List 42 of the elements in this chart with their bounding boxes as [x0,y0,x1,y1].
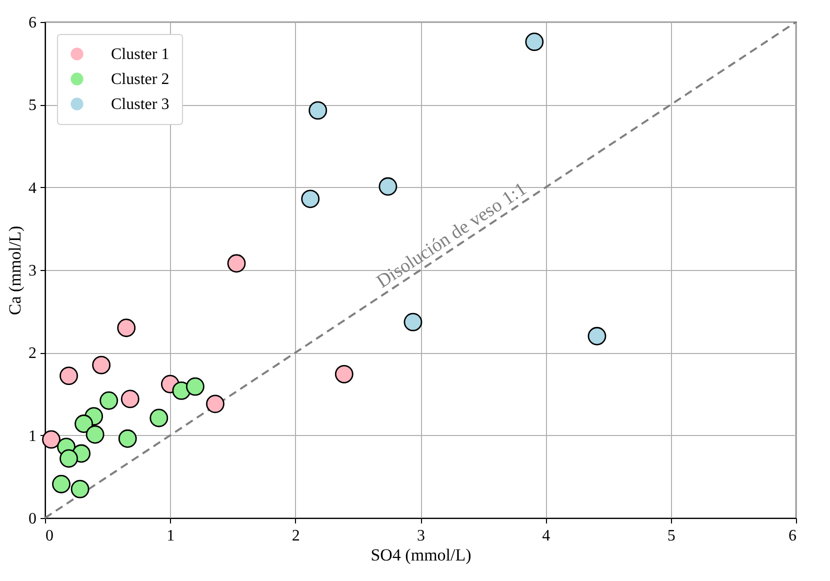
x-tick-label: 6 [788,528,796,544]
y-axis-title: Ca (mmol/L) [6,226,24,316]
x-tick-label: 5 [667,528,676,544]
point [404,312,422,332]
point [60,366,78,386]
point [334,364,354,384]
x-tick-label: 4 [542,528,550,544]
point [525,32,544,52]
legend-label: Cluster 2 [111,71,170,88]
y-tick-label: 0 [28,510,36,528]
y-tick-label: 2 [28,345,36,362]
y-tick-label: 1 [28,428,36,445]
point [100,391,118,410]
legend-label: Cluster 3 [111,96,170,113]
point [118,429,137,448]
point [150,408,168,428]
point [301,190,320,208]
x-tick-label: 0 [46,528,54,544]
point [120,390,140,408]
y-tick-label: 4 [28,180,36,197]
x-axis-title: SO4 (mmol/L) [370,546,472,564]
y-tick-label: 5 [28,97,36,114]
point [588,326,606,346]
point [52,474,70,494]
point [92,356,111,374]
point [70,480,90,498]
point [42,430,60,449]
point [186,377,204,396]
y-tick-label: 6 [28,14,36,32]
point [308,101,328,120]
point [117,318,136,338]
x-tick-label: 3 [417,528,425,544]
y-tick-label: 3 [28,262,36,280]
x-tick-label: 2 [292,528,300,544]
x-tick-label: 1 [166,528,175,544]
point [206,394,224,414]
point [86,425,104,444]
point [74,414,94,433]
point [60,449,78,468]
point [378,177,398,196]
legend-label: Cluster 1 [111,46,170,63]
point [227,254,246,273]
